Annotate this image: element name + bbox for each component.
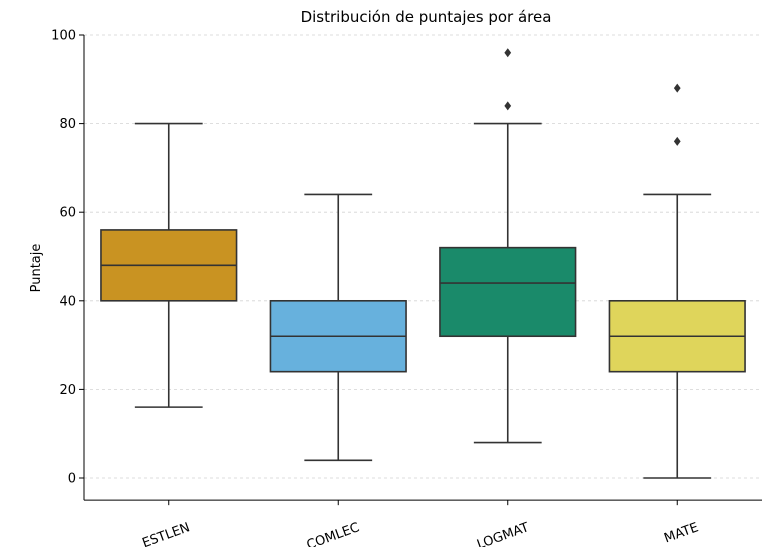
chart-title: Distribución de puntajes por área <box>301 8 552 26</box>
outlier-point <box>673 136 681 146</box>
outlier-point <box>504 101 512 111</box>
y-tick-label-0: 0 <box>68 472 76 487</box>
y-tick-label-20: 20 <box>59 383 76 398</box>
y-tick-label-100: 100 <box>51 29 76 44</box>
iqr-box <box>439 246 577 338</box>
y-tick-label-60: 60 <box>59 206 76 221</box>
x-tick-label-comlec: COMLEC <box>305 520 362 547</box>
box-comlec <box>269 193 407 462</box>
axes <box>83 35 762 501</box>
box-estlen <box>100 122 238 408</box>
y-axis-ticks: 0 20 40 60 80 100 <box>51 29 84 487</box>
box-logmat <box>439 48 577 444</box>
x-tick-label-logmat: LOGMAT <box>475 520 531 547</box>
outlier-point <box>673 83 681 93</box>
y-tick-label-80: 80 <box>59 117 76 132</box>
y-tick-label-40: 40 <box>59 294 76 309</box>
x-tick-label-estlen: ESTLEN <box>140 520 192 547</box>
y-axis-label: Puntaje <box>29 244 44 293</box>
x-tick-label-mate: MATE <box>662 520 700 546</box>
box-series <box>100 48 746 479</box>
outlier-point <box>504 48 512 58</box>
x-axis-ticks: ESTLEN COMLEC LOGMAT MATE <box>140 500 701 551</box>
box-mate <box>608 83 746 479</box>
